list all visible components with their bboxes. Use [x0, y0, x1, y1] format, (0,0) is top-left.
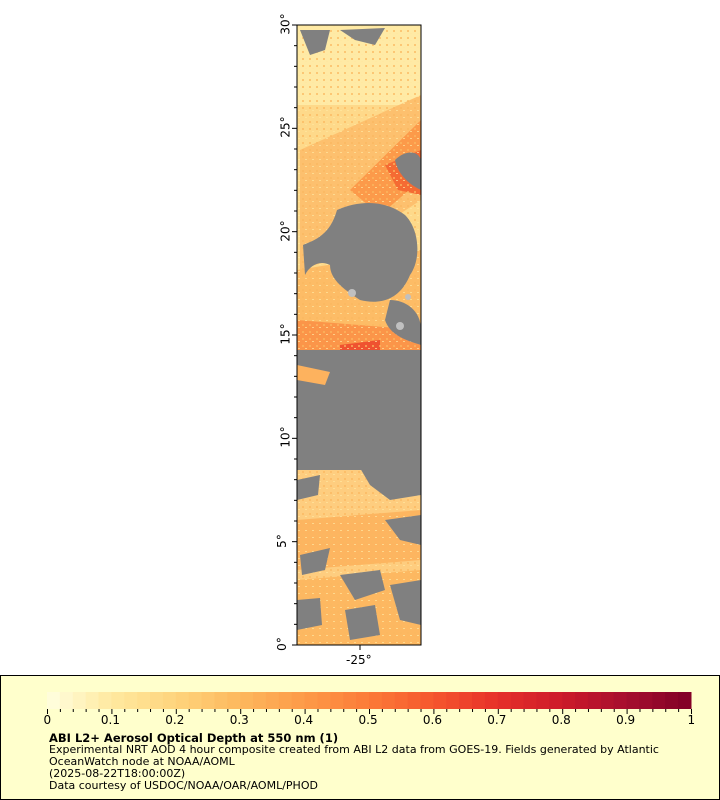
colorbar-cell [549, 692, 563, 709]
lat-label: 5° [274, 533, 289, 548]
colorbar-cell [72, 692, 87, 709]
colorbar-cell [446, 692, 460, 709]
colorbar-cell [201, 692, 215, 709]
colorbar-cell [291, 692, 306, 709]
colorbar-tick-label: 1 [687, 713, 696, 727]
legend-credit: Data courtesy of USDOC/NOAA/OAR/AOML/PHO… [49, 779, 318, 792]
colorbar-cell [459, 692, 473, 709]
colorbar-cell [175, 692, 190, 709]
colorbar-cell [356, 692, 370, 709]
colorbar-tick-label: 0.6 [422, 713, 442, 727]
colorbar-cell [497, 692, 512, 709]
colorbar-cell [265, 692, 280, 709]
colorbar-tick-label: 0.9 [616, 713, 636, 727]
legend-timestamp: (2025-08-22T18:00:00Z) [49, 767, 186, 780]
legend-title: ABI L2+ Aerosol Optical Depth at 550 nm … [49, 731, 339, 745]
colorbar-cell [587, 692, 602, 709]
lat-label: 30° [278, 13, 293, 35]
colorbar-cell [214, 692, 228, 709]
colorbar-cell [85, 692, 100, 709]
colorbar-cell [562, 692, 576, 709]
colorbar-tick-label: 0.7 [487, 713, 507, 727]
legend-description: Experimental NRT AOD 4 hour composite cr… [49, 743, 659, 768]
colorbar-cell [124, 692, 138, 709]
colorbar-cell [278, 692, 293, 709]
aod-map [292, 24, 422, 650]
colorbar-cell [420, 692, 434, 709]
no-data-band [297, 350, 421, 470]
colorbar-cell [330, 692, 344, 709]
lat-label: 10° [278, 426, 293, 448]
colorbar-cell [665, 692, 679, 709]
colorbar-cell [600, 692, 615, 709]
colorbar-cell [317, 692, 331, 709]
colorbar-cell [613, 692, 628, 709]
colorbar [47, 692, 692, 714]
colorbar-cell [369, 692, 383, 709]
colorbar-cell [304, 692, 318, 709]
colorbar-cell [188, 692, 203, 709]
colorbar-cell [253, 692, 267, 709]
colorbar-cell [678, 692, 692, 709]
colorbar-cell [652, 692, 666, 709]
colorbar-cell [111, 692, 125, 709]
colorbar-cell [433, 692, 447, 709]
lat-label: 15° [278, 323, 293, 345]
colorbar-cell [536, 692, 550, 709]
colorbar-cell [639, 692, 653, 709]
legend-text: ABI L2+ Aerosol Optical Depth at 550 nm … [49, 732, 699, 792]
colorbar-cell [240, 692, 254, 709]
colorbar-cell [626, 692, 640, 709]
legend-panel: 0 0.1 0.2 0.3 0.4 0.5 0.6 0.7 0.8 0.9 1 ABI L2+ Ae… [0, 675, 720, 800]
colorbar-cell [575, 692, 589, 709]
colorbar-cell [472, 692, 486, 709]
lat-label: 0° [274, 637, 289, 651]
colorbar-tick-label: 0.8 [551, 713, 571, 727]
latitude-ticks [292, 24, 297, 646]
colorbar-tick-label: 0 [43, 713, 52, 727]
colorbar-tick-label: 0.1 [100, 713, 120, 727]
colorbar-cell [162, 692, 177, 709]
colorbar-tick-label: 0.4 [294, 713, 314, 727]
colorbar-cell [227, 692, 241, 709]
colorbar-cell [407, 692, 422, 709]
colorbar-cell [59, 692, 74, 709]
lat-label: 25° [278, 116, 293, 138]
colorbar-cell [47, 692, 61, 709]
colorbar-cell [394, 692, 409, 709]
colorbar-cell [98, 692, 112, 709]
colorbar-tick-label: 0.5 [358, 713, 378, 727]
map-panel: 0° 5° 10° 15° 20° 25° 30° -25° [274, 13, 422, 667]
colorbar-cell [150, 692, 164, 709]
colorbar-cell [484, 692, 499, 709]
colorbar-cell [137, 692, 151, 709]
colorbar-tick-label: 0.3 [229, 713, 249, 727]
colorbar-tick-label: 0.2 [165, 713, 185, 727]
lat-label: 20° [278, 220, 293, 242]
lon-label: -25° [346, 653, 372, 667]
no-data-region-north [303, 203, 418, 302]
colorbar-cell [510, 692, 525, 709]
colorbar-cell [343, 692, 357, 709]
colorbar-cell [381, 692, 396, 709]
colorbar-cell [523, 692, 537, 709]
